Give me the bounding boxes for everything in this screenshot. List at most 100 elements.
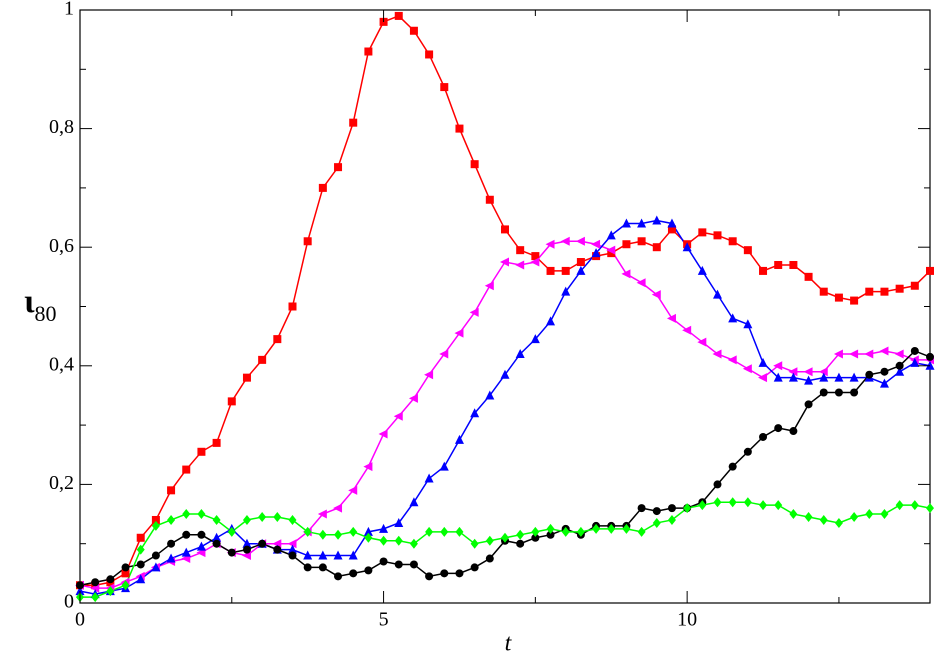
marker-diamond xyxy=(652,517,661,528)
marker-triangle-left xyxy=(697,337,707,347)
marker-circle xyxy=(167,539,176,548)
marker-square xyxy=(349,118,358,127)
marker-square xyxy=(774,260,783,269)
marker-triangle-left xyxy=(818,367,828,377)
marker-diamond xyxy=(880,509,889,520)
marker-diamond xyxy=(910,500,919,511)
marker-triangle-left xyxy=(287,539,297,549)
marker-square xyxy=(895,284,904,293)
marker-circle xyxy=(303,563,312,572)
marker-square xyxy=(789,260,798,269)
marker-triangle-left xyxy=(333,503,343,513)
marker-circle xyxy=(926,352,934,361)
marker-circle xyxy=(106,575,115,584)
marker-triangle-up xyxy=(879,378,889,388)
marker-triangle-up xyxy=(424,473,434,483)
marker-diamond xyxy=(470,538,479,549)
y-tick-label: 1 xyxy=(64,0,74,20)
marker-triangle-left xyxy=(621,269,631,279)
marker-square xyxy=(910,281,919,290)
marker-diamond xyxy=(789,509,798,520)
y-tick-label: 0,4 xyxy=(49,353,74,375)
marker-circle xyxy=(349,569,358,578)
marker-circle xyxy=(546,530,555,539)
marker-circle xyxy=(667,504,676,513)
marker-triangle-left xyxy=(575,236,585,246)
marker-triangle-up xyxy=(409,497,419,507)
marker-diamond xyxy=(197,509,206,520)
marker-square xyxy=(197,447,206,456)
marker-square xyxy=(880,287,889,296)
marker-square xyxy=(485,195,494,204)
marker-circle xyxy=(425,572,434,581)
marker-diamond xyxy=(531,526,540,537)
marker-triangle-up xyxy=(667,218,677,228)
marker-triangle-left xyxy=(408,393,418,403)
marker-diamond xyxy=(303,526,312,537)
marker-square xyxy=(865,287,874,296)
marker-diamond xyxy=(212,514,221,525)
marker-square xyxy=(622,240,631,249)
marker-triangle-up xyxy=(728,313,738,323)
marker-circle xyxy=(227,548,236,557)
marker-square xyxy=(804,272,813,281)
marker-triangle-left xyxy=(545,239,555,249)
marker-triangle-up xyxy=(530,334,540,344)
marker-triangle-left xyxy=(788,367,798,377)
y-tick-label: 0,6 xyxy=(49,235,74,257)
marker-triangle-left xyxy=(636,278,646,288)
marker-circle xyxy=(728,462,737,471)
marker-square xyxy=(531,252,540,261)
marker-triangle-up xyxy=(379,523,389,533)
marker-circle xyxy=(334,572,343,581)
marker-triangle-up xyxy=(348,550,358,560)
x-axis-label: t xyxy=(505,631,513,657)
marker-triangle-left xyxy=(424,370,434,380)
marker-triangle-up xyxy=(606,230,616,240)
marker-square xyxy=(288,302,297,311)
marker-diamond xyxy=(394,535,403,546)
marker-triangle-up xyxy=(318,550,328,560)
marker-triangle-up xyxy=(561,286,571,296)
marker-diamond xyxy=(698,500,707,511)
marker-circle xyxy=(759,432,768,441)
marker-diamond xyxy=(501,532,509,543)
marker-square xyxy=(759,266,768,275)
marker-diamond xyxy=(318,529,327,540)
marker-circle xyxy=(409,560,418,569)
marker-circle xyxy=(819,388,828,397)
marker-triangle-up xyxy=(333,550,343,560)
marker-square xyxy=(394,11,403,20)
marker-triangle-left xyxy=(742,364,752,374)
marker-circle xyxy=(743,447,752,456)
marker-triangle-up xyxy=(773,372,783,382)
marker-circle xyxy=(242,545,251,554)
plot-frame xyxy=(79,9,931,604)
marker-diamond xyxy=(425,526,434,537)
marker-circle xyxy=(880,367,889,376)
marker-diamond xyxy=(136,544,145,555)
marker-circle xyxy=(804,400,813,409)
marker-triangle-left xyxy=(393,411,403,421)
marker-diamond xyxy=(485,535,494,546)
marker-triangle-left xyxy=(484,281,494,291)
marker-diamond xyxy=(440,526,449,537)
marker-circle xyxy=(850,388,859,397)
marker-diamond xyxy=(622,523,631,534)
marker-diamond xyxy=(728,497,737,508)
marker-diamond xyxy=(349,526,358,537)
marker-triangle-up xyxy=(439,461,449,471)
marker-square xyxy=(850,296,859,305)
marker-square xyxy=(470,160,479,169)
x-tick-label: 5 xyxy=(379,609,389,631)
x-tick-label: 0 xyxy=(75,609,85,631)
marker-square xyxy=(455,124,464,133)
marker-triangle-left xyxy=(560,236,570,246)
marker-triangle-left xyxy=(666,313,676,323)
marker-square xyxy=(546,266,555,275)
marker-triangle-up xyxy=(788,372,798,382)
marker-square xyxy=(167,486,176,495)
marker-triangle-up xyxy=(697,265,707,275)
marker-triangle-left xyxy=(879,346,889,356)
marker-triangle-up xyxy=(151,562,161,572)
